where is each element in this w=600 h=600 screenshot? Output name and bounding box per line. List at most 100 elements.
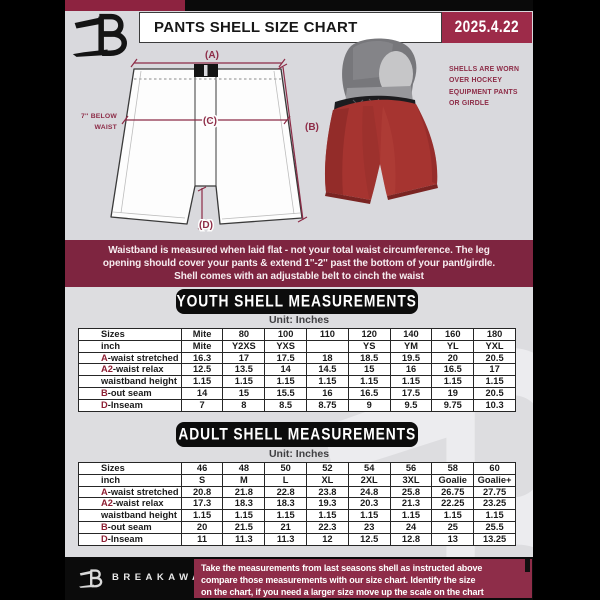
measurement-cell: 18 (306, 351, 349, 365)
notice-banner: Waistband is measured when laid flat - n… (65, 240, 533, 287)
measurement-cell: 17 (473, 363, 516, 377)
measurement-cell: 1.15 (222, 509, 266, 522)
measurement-cell: 9.75 (431, 398, 475, 412)
row-label: A2-waist relax (78, 363, 182, 377)
row-label-prefix: A2 (101, 364, 113, 375)
row-label: waistband height (78, 509, 182, 522)
measurement-cell: 1.15 (180, 375, 224, 388)
table-row: D-Inseam 7 8 8.5 8.75 9 9.5 9.75 10.3 (78, 398, 516, 412)
measurement-cell: 54 (347, 462, 391, 475)
measurement-cell: 1.15 (389, 375, 433, 388)
measurement-cell: 18.3 (264, 497, 308, 511)
seam-lines (112, 70, 301, 220)
row-label-prefix: B (101, 387, 108, 398)
measurement-cell: 18.5 (347, 351, 391, 365)
measurement-cell: 24.8 (347, 485, 391, 499)
measurement-cell: 26.75 (431, 485, 475, 499)
measurement-cell: 17.5 (389, 386, 433, 400)
table-row: A2-waist relax 17.3 18.3 18.3 19.3 20.3 21.3 22… (78, 497, 516, 511)
measurement-cell: XL (306, 473, 349, 487)
measurement-cell: 22.25 (431, 497, 475, 511)
measurement-cell: 15 (347, 363, 391, 377)
measurement-cell: 60 (473, 462, 516, 475)
table-row: B-out seam 20 21.5 21 22.3 23 24 25 25.5 (78, 520, 516, 534)
measurement-cell: 9.5 (389, 398, 433, 412)
measurement-cell: 20.3 (347, 497, 391, 511)
measurement-cell: 12.5 (347, 532, 391, 546)
row-label-prefix: A (101, 486, 108, 497)
measurement-cell: 1.15 (389, 509, 433, 522)
measurement-cell: 12.5 (180, 363, 224, 377)
label-a: (A) (205, 50, 219, 61)
measurement-cell: 12 (306, 532, 349, 546)
measurement-cell: Y2XS (222, 339, 266, 353)
row-label: A-waist stretched (78, 351, 182, 365)
measurement-cell: 20.5 (473, 351, 516, 365)
measurement-cell: 17.3 (180, 497, 224, 511)
measurement-cell: 13.25 (473, 532, 516, 546)
measurement-cell: 14 (180, 386, 224, 400)
dimension-line-d (197, 186, 207, 230)
photo-note: SHELLS ARE WORN OVER HOCKEY EQUIPMENT PA… (449, 66, 520, 108)
footer-breakaway-logo-icon (78, 569, 103, 589)
measurement-cell: 7 (180, 398, 224, 412)
fly-panel-lines (194, 70, 217, 186)
measurement-cell: YM (389, 339, 433, 353)
adult-section-title: ADULT SHELL MEASUREMENTS (178, 425, 416, 444)
measurement-cell: 12.8 (389, 532, 433, 546)
measurement-cell: 13 (431, 532, 475, 546)
youth-section-title: YOUTH SHELL MEASUREMENTS (176, 292, 418, 311)
measurement-cell: 11 (180, 532, 224, 546)
row-label: inch (78, 339, 182, 353)
youth-measurements-table: Sizes Mite 80 100 110 120 140 160 180 inch Mite Y2X… (78, 328, 516, 412)
measurement-cell: 1.15 (264, 509, 308, 522)
measurement-cell: 25 (431, 520, 475, 534)
measurement-cell: 1.15 (431, 375, 475, 388)
measurement-cell: 25.8 (389, 485, 433, 499)
measurement-cell: 1.15 (222, 375, 266, 388)
measurement-cell: 20 (180, 520, 224, 534)
measurement-cell: 11.3 (264, 532, 308, 546)
adult-measurements-table: Sizes 46 48 50 52 54 56 58 60 inch S M L XL 2XL 3XL Goal… (78, 462, 516, 546)
measurement-cell: 9 (347, 398, 391, 412)
measurement-cell: 10.3 (473, 398, 516, 412)
date-text: 2025.4.22 (454, 18, 520, 36)
row-label-prefix: A (101, 352, 108, 363)
measurement-cell: L (264, 473, 308, 487)
measurement-cell: 17 (222, 351, 266, 365)
row-label: A-waist stretched (78, 485, 182, 499)
row-label-prefix: A2 (101, 498, 113, 509)
table-row: A-waist stretched 16.3 17 17.5 18 18.5 19.5 20 2… (78, 351, 516, 365)
row-label: A2-waist relax (78, 497, 182, 511)
measurement-cell: 1.15 (347, 509, 391, 522)
red-shell (324, 99, 438, 200)
measurement-cell: 1.15 (473, 509, 516, 522)
youth-unit-label: Unit: Inches (268, 314, 330, 326)
measurement-cell: 50 (264, 462, 308, 475)
measurement-cell: 14 (264, 363, 308, 377)
measurement-cell: 1.15 (180, 509, 224, 522)
row-label: D-Inseam (78, 398, 182, 412)
dimension-line-a (130, 58, 286, 68)
measurement-cell: 2XL (347, 473, 391, 487)
footer-instructions-text: Take the measurements from last seasons … (201, 563, 484, 598)
measurement-cell: 25.5 (473, 520, 516, 534)
waist-note: 7'' BELOW WAIST (81, 113, 117, 131)
measurement-cell: 15 (222, 386, 266, 400)
measurement-cell: 80 (222, 328, 266, 341)
hip-pad (379, 51, 413, 97)
measurement-cell: 18.3 (222, 497, 266, 511)
row-label: Sizes (78, 462, 182, 475)
top-accent-strip (65, 0, 185, 11)
table-row: A-waist stretched 20.8 21.8 22.8 23.8 24.8 25.… (78, 485, 516, 499)
page-title: PANTS SHELL SIZE CHART (139, 12, 442, 43)
measurement-cell: 16.3 (180, 351, 224, 365)
measurement-cell: 20.8 (180, 485, 224, 499)
measurement-cell: YXL (473, 339, 516, 353)
measurement-cell: YXS (264, 339, 308, 353)
dimension-line-b (277, 63, 308, 223)
label-c: (C) (203, 116, 217, 127)
measurement-cell: 16 (306, 386, 349, 400)
row-label-prefix: D (101, 399, 108, 410)
